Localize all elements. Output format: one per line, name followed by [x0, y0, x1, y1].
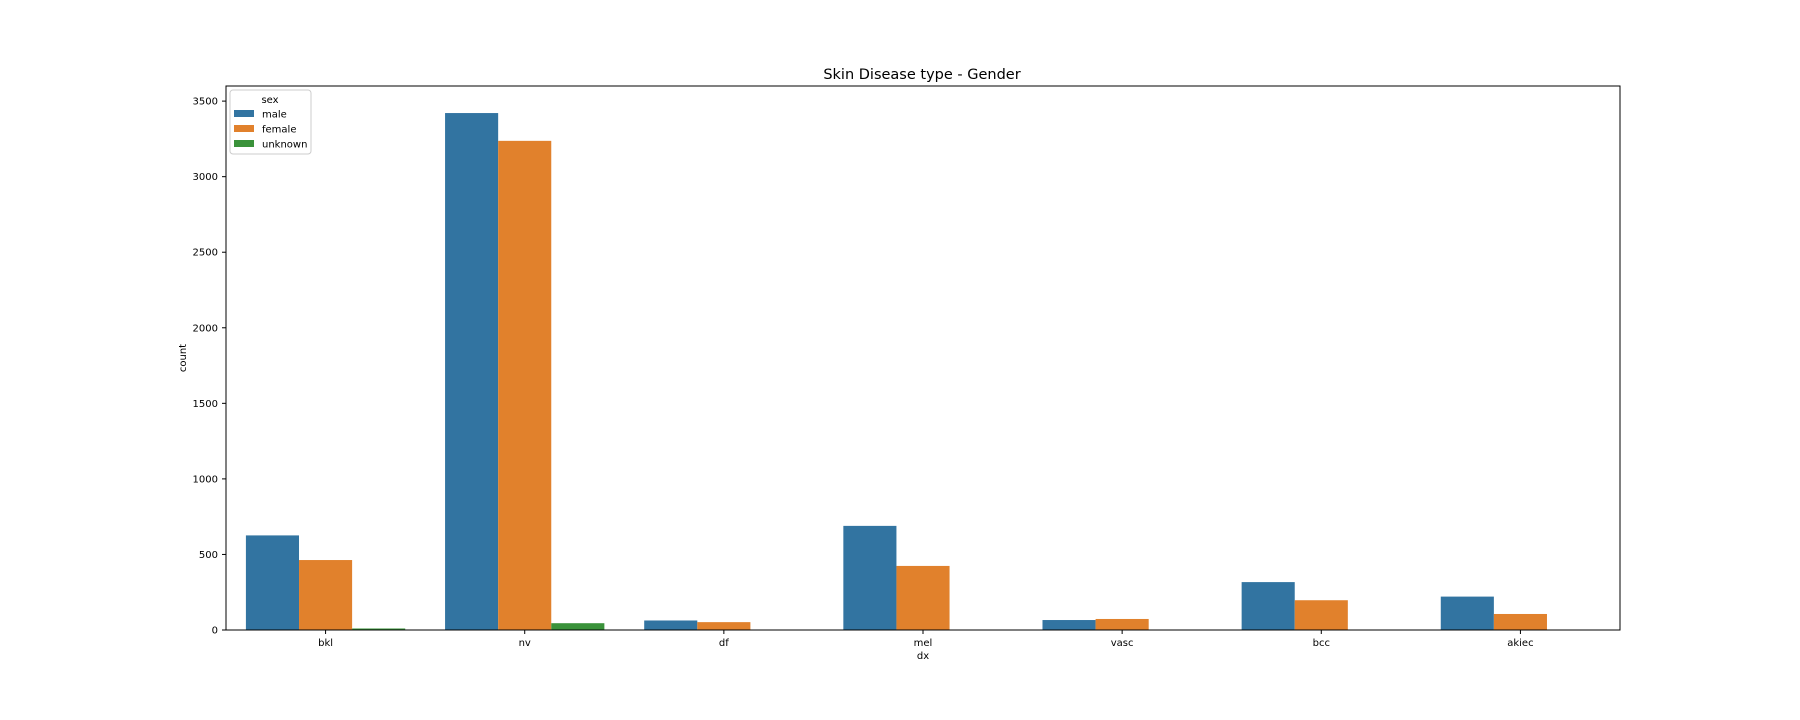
- y-tick-label: 2000: [193, 323, 218, 334]
- y-axis: 0 500 1000 1500 2000 2500 3000 3500: [193, 97, 226, 637]
- y-tick-label: 0: [212, 626, 218, 637]
- bar-male-nv: [445, 113, 499, 631]
- x-tick-label: mel: [914, 638, 933, 649]
- bar-male-bcc: [1241, 582, 1295, 630]
- x-tick-label: bcc: [1313, 638, 1330, 649]
- bar-female-nv: [498, 140, 552, 630]
- bar-male-akiec: [1440, 596, 1494, 630]
- x-tick-label: akiec: [1507, 638, 1533, 649]
- x-tick-label: df: [719, 638, 729, 649]
- legend-label-male: male: [262, 110, 287, 121]
- legend-swatch-unknown: [234, 140, 254, 147]
- legend-swatch-female: [234, 125, 254, 132]
- legend-label-unknown: unknown: [262, 140, 307, 151]
- x-axis: bkl nv df mel vasc bcc akiec: [318, 630, 1534, 649]
- x-axis-label: dx: [917, 651, 929, 662]
- plot-frame: [225, 85, 1621, 631]
- legend-title: sex: [261, 95, 278, 106]
- bar-female-bkl: [299, 560, 353, 630]
- y-tick-label: 3500: [193, 97, 218, 108]
- bar-female-bcc: [1294, 600, 1348, 630]
- legend-swatch-male: [234, 110, 254, 117]
- y-tick-label: 1500: [193, 399, 218, 410]
- bar-male-mel: [843, 525, 897, 630]
- y-axis-label: count: [178, 344, 189, 372]
- x-tick-label: nv: [519, 638, 531, 649]
- x-tick-label: vasc: [1111, 638, 1134, 649]
- bar-male-bkl: [245, 535, 300, 630]
- bar-unknown-bkl: [352, 628, 406, 630]
- y-tick-label: 2500: [193, 248, 218, 259]
- bars-layer: [245, 113, 1547, 631]
- chart-title: Skin Disease type - Gender: [823, 67, 1020, 83]
- y-tick-label: 3000: [193, 172, 218, 183]
- legend-entries: male female unknown: [234, 110, 307, 151]
- bar-unknown-nv: [551, 623, 605, 630]
- legend-label-female: female: [262, 125, 296, 136]
- legend-box: [229, 89, 312, 155]
- y-tick-label: 1000: [193, 474, 218, 485]
- bar-male-df: [644, 620, 698, 630]
- bar-female-df: [697, 622, 751, 630]
- bar-male-vasc: [1042, 620, 1096, 630]
- bar-female-mel: [896, 565, 950, 630]
- x-tick-label: bkl: [318, 638, 333, 649]
- bar-female-vasc: [1095, 618, 1149, 630]
- y-tick-label: 500: [199, 550, 218, 561]
- bar-female-akiec: [1493, 613, 1547, 630]
- legend: sex male female unknown: [229, 89, 312, 155]
